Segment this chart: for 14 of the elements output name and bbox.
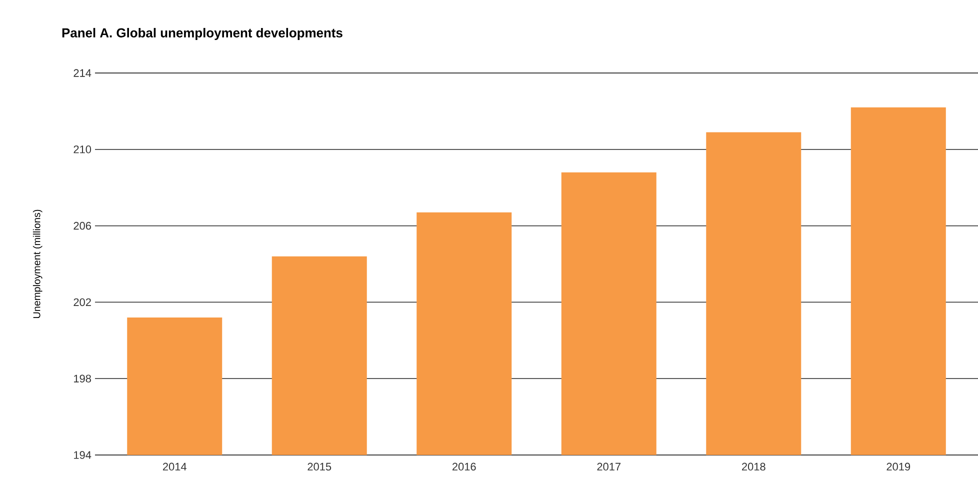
x-tick-label: 2019 — [886, 462, 910, 471]
x-tick-label: 2016 — [452, 462, 476, 471]
y-tick-label: 202 — [74, 298, 91, 306]
y-tick-label: 198 — [74, 374, 91, 382]
y-tick-label: 194 — [74, 451, 92, 459]
y-tick-label: 206 — [74, 222, 91, 230]
x-tick-label: 2018 — [742, 462, 766, 471]
x-tick-label: 2017 — [597, 462, 621, 471]
x-tick-label: 2015 — [308, 462, 332, 471]
x-tick-label: 2014 — [162, 462, 186, 471]
y-tick-label: 210 — [74, 146, 92, 154]
chart-title: Panel A. Global unemployment developments — [62, 28, 342, 40]
y-tick-label: 214 — [74, 69, 92, 77]
y-axis-title: Unemployment (millions) — [32, 210, 42, 318]
